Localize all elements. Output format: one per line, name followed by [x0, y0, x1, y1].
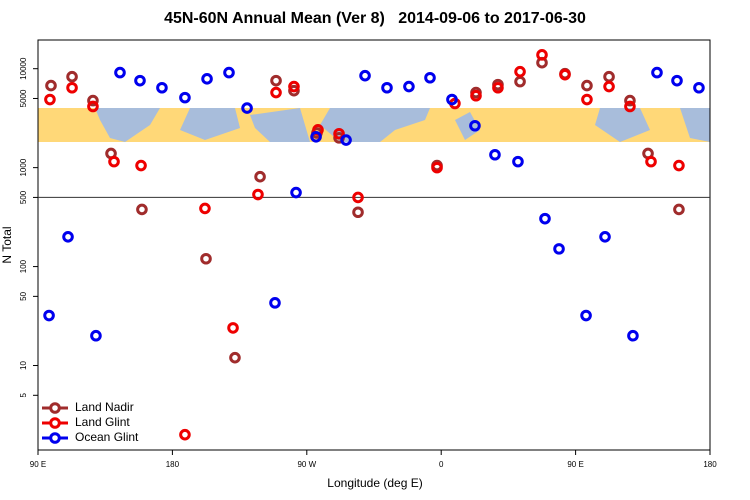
point — [381, 81, 393, 94]
y-tick-label: 10000 — [19, 57, 28, 80]
y-tick-label: 100 — [19, 259, 28, 273]
x-tick-label: 90 W — [297, 460, 316, 469]
legend-label: Ocean Glint — [75, 430, 139, 444]
point — [134, 74, 146, 87]
point — [673, 203, 685, 216]
point — [489, 148, 501, 161]
point — [270, 86, 282, 99]
point — [66, 70, 78, 83]
point — [671, 74, 683, 87]
plot-frame — [37, 39, 711, 451]
point — [108, 155, 120, 168]
point — [201, 73, 213, 85]
legend-marker — [49, 417, 61, 429]
point — [310, 130, 322, 143]
point — [288, 80, 300, 93]
point — [179, 91, 191, 104]
point — [43, 309, 55, 322]
map-band — [38, 108, 710, 142]
point — [403, 80, 415, 93]
point — [200, 252, 212, 265]
point — [223, 66, 235, 79]
x-axis-title: Longitude (deg E) — [327, 476, 422, 490]
point — [135, 159, 147, 172]
point — [288, 84, 300, 97]
point — [227, 322, 239, 334]
point — [252, 188, 264, 201]
point — [254, 170, 266, 183]
point — [581, 93, 593, 106]
point — [45, 79, 57, 92]
point — [114, 66, 126, 79]
legend-marker — [49, 402, 61, 414]
point — [624, 94, 636, 107]
point — [431, 161, 443, 174]
point — [539, 212, 551, 225]
y-tick-label: 500 — [19, 190, 28, 204]
legend-label: Land Glint — [75, 415, 130, 429]
point — [514, 75, 526, 88]
x-tick-label: 90 E — [30, 460, 46, 469]
point — [603, 70, 615, 83]
point — [446, 93, 458, 106]
point — [359, 69, 371, 82]
point — [512, 155, 524, 168]
point — [693, 81, 705, 94]
chart-title: 45N-60N Annual Mean (Ver 8) 2014-09-06 t… — [164, 10, 586, 27]
x-tick-label: 0 — [439, 460, 444, 469]
x-tick-label: 90 E — [567, 460, 583, 469]
legend-label: Land Nadir — [75, 400, 134, 414]
point — [581, 79, 593, 92]
point — [651, 66, 663, 79]
point — [66, 81, 78, 94]
point — [673, 159, 685, 172]
legend-marker — [49, 432, 61, 444]
y-tick-label: 5 — [19, 393, 28, 398]
point — [87, 94, 99, 107]
point — [536, 49, 548, 61]
point — [624, 100, 636, 113]
point — [241, 102, 253, 114]
point — [199, 202, 211, 215]
point — [599, 230, 611, 243]
point — [352, 191, 364, 204]
point — [270, 74, 282, 87]
point — [424, 71, 436, 84]
point — [269, 297, 281, 309]
point — [470, 89, 482, 102]
point — [290, 186, 302, 199]
y-tick-label: 10 — [19, 361, 28, 370]
point — [553, 243, 565, 255]
point — [90, 329, 102, 342]
x-tick-label: 180 — [703, 460, 717, 469]
point — [179, 428, 191, 441]
point — [492, 81, 504, 94]
point — [559, 68, 571, 81]
point — [156, 81, 168, 94]
point — [627, 329, 639, 342]
point — [580, 309, 592, 322]
y-axis-title: N Total — [0, 226, 14, 263]
point — [229, 351, 241, 364]
point — [44, 93, 56, 106]
point — [333, 127, 345, 140]
y-tick-label: 1000 — [19, 158, 28, 176]
point — [514, 65, 526, 78]
point — [603, 80, 615, 93]
y-tick-label: 5000 — [19, 89, 28, 107]
point — [87, 100, 99, 113]
point — [136, 203, 148, 216]
y-tick-label: 50 — [19, 291, 28, 300]
point — [62, 230, 74, 243]
point — [352, 206, 364, 219]
x-tick-label: 180 — [166, 460, 180, 469]
point — [645, 155, 657, 168]
point — [469, 119, 481, 132]
point — [340, 134, 352, 146]
